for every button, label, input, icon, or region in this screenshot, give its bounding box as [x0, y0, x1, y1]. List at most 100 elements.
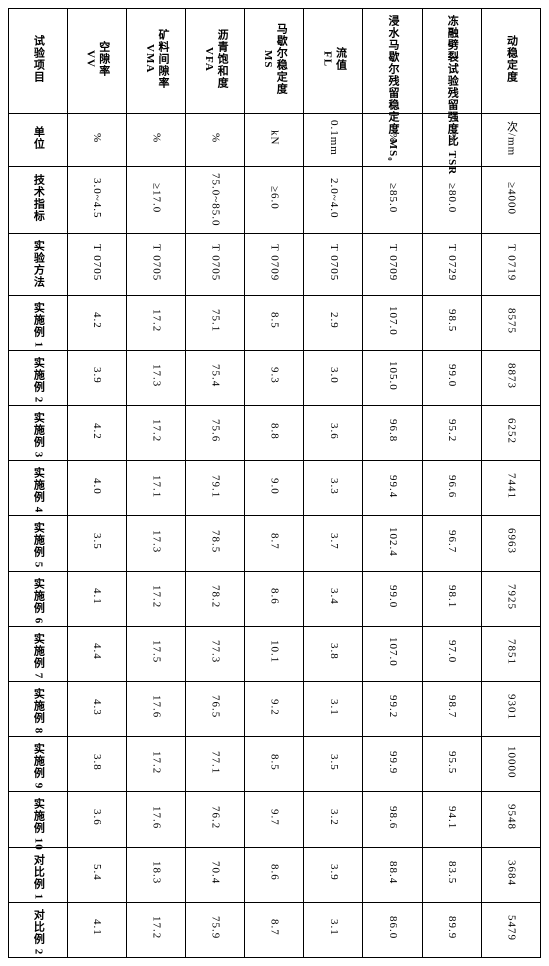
- data-cell: 3.0: [304, 350, 363, 405]
- data-cell: 94.1: [422, 792, 481, 847]
- row-label: 实施例 6: [9, 571, 68, 626]
- data-cell: 3.1: [304, 681, 363, 736]
- col-title-8: 动稳定度: [481, 9, 540, 114]
- data-cell: 99.0: [363, 571, 422, 626]
- data-cell: 3.7: [304, 516, 363, 571]
- data-cell: 2.9: [304, 295, 363, 350]
- unit-cell: 0.1mm: [304, 114, 363, 167]
- data-cell: 86.0: [363, 902, 422, 957]
- data-cell: 6252: [481, 406, 540, 461]
- col-title-7: 冻融劈裂试验残留强度比 TSR: [422, 9, 481, 114]
- data-cell: 70.4: [185, 847, 244, 902]
- data-cell: 3.5: [304, 737, 363, 792]
- data-cell: 99.2: [363, 681, 422, 736]
- col-sub-text: VFA: [203, 47, 215, 72]
- row-header-unit: 单位: [9, 114, 68, 167]
- data-row: 实施例 14.217.275.18.52.9107.098.58575: [9, 295, 541, 350]
- row-header-method: 实验方法: [9, 234, 68, 295]
- col-title-3: 沥青饱和度VFA: [185, 9, 244, 114]
- data-cell: 88.4: [363, 847, 422, 902]
- data-cell: 4.2: [67, 406, 126, 461]
- data-cell: 95.5: [422, 737, 481, 792]
- data-cell: 98.1: [422, 571, 481, 626]
- data-cell: 9548: [481, 792, 540, 847]
- row-label: 实施例 5: [9, 516, 68, 571]
- row-header-spec: 技术指标: [9, 167, 68, 234]
- data-cell: 9.0: [245, 461, 304, 516]
- row-label: 实施例 1: [9, 295, 68, 350]
- data-cell: 17.2: [126, 902, 185, 957]
- col-sub-text: FL: [321, 51, 333, 67]
- data-cell: 8.5: [245, 737, 304, 792]
- data-cell: 76.5: [185, 681, 244, 736]
- data-cell: 8.8: [245, 406, 304, 461]
- data-cell: 17.2: [126, 406, 185, 461]
- data-row: 实施例 23.917.375.49.33.0105.099.08873: [9, 350, 541, 405]
- data-cell: 78.5: [185, 516, 244, 571]
- data-cell: 99.9: [363, 737, 422, 792]
- data-cell: 89.9: [422, 902, 481, 957]
- data-cell: 6963: [481, 516, 540, 571]
- data-cell: 9301: [481, 681, 540, 736]
- data-cell: 3.9: [67, 350, 126, 405]
- data-row: 实施例 103.617.676.29.73.298.694.19548: [9, 792, 541, 847]
- method-cell: T 0709: [363, 234, 422, 295]
- data-cell: 4.1: [67, 571, 126, 626]
- data-cell: 97.0: [422, 626, 481, 681]
- col-title-text: 动稳定度: [505, 35, 517, 83]
- unit-cell: %: [185, 114, 244, 167]
- data-cell: 10000: [481, 737, 540, 792]
- row-label: 对比例 1: [9, 847, 68, 902]
- data-cell: 3684: [481, 847, 540, 902]
- data-cell: 3.2: [304, 792, 363, 847]
- col-title-text: 沥青饱和度: [216, 29, 228, 89]
- col-title-text: 马歇尔稳定度: [275, 23, 287, 95]
- data-cell: 8.5: [245, 295, 304, 350]
- data-cell: 3.5: [67, 516, 126, 571]
- data-cell: 7441: [481, 461, 540, 516]
- data-cell: 8.6: [245, 571, 304, 626]
- data-cell: 75.4: [185, 350, 244, 405]
- data-cell: 79.1: [185, 461, 244, 516]
- data-cell: 99.4: [363, 461, 422, 516]
- row-label: 实施例 10: [9, 792, 68, 847]
- col-sub-text: VMA: [144, 44, 156, 73]
- col-title-5: 流值FL: [304, 9, 363, 114]
- data-row: 实施例 44.017.179.19.03.399.496.67441: [9, 461, 541, 516]
- method-cell: T 0705: [185, 234, 244, 295]
- data-cell: 7925: [481, 571, 540, 626]
- method-cell: T 0705: [304, 234, 363, 295]
- data-cell: 8.7: [245, 902, 304, 957]
- data-cell: 5.4: [67, 847, 126, 902]
- spec-cell: ≥17.0: [126, 167, 185, 234]
- data-cell: 107.0: [363, 295, 422, 350]
- data-cell: 4.2: [67, 295, 126, 350]
- data-cell: 3.3: [304, 461, 363, 516]
- row-label: 对比例 2: [9, 902, 68, 957]
- data-row: 对比例 15.418.370.48.63.988.483.53684: [9, 847, 541, 902]
- unit-cell: 次/mm: [481, 114, 540, 167]
- data-cell: 17.2: [126, 295, 185, 350]
- spec-cell: 75.0~85.0: [185, 167, 244, 234]
- row-label: 实施例 3: [9, 406, 68, 461]
- col-title-2: 矿料间隙率VMA: [126, 9, 185, 114]
- row-spec: 技术指标3.0~4.5≥17.075.0~85.0≥6.02.0~4.0≥85.…: [9, 167, 541, 234]
- data-cell: 96.7: [422, 516, 481, 571]
- row-label: 实施例 8: [9, 681, 68, 736]
- spec-cell: ≥4000: [481, 167, 540, 234]
- data-cell: 98.7: [422, 681, 481, 736]
- col-title-4: 马歇尔稳定度MS: [245, 9, 304, 114]
- data-cell: 83.5: [422, 847, 481, 902]
- data-row: 实施例 34.217.275.68.83.696.895.26252: [9, 406, 541, 461]
- col-title-6: 浸水马歇尔残留稳定度 MS₀: [363, 9, 422, 114]
- data-cell: 3.6: [304, 406, 363, 461]
- data-row: 实施例 64.117.278.28.63.499.098.17925: [9, 571, 541, 626]
- data-cell: 102.4: [363, 516, 422, 571]
- row-method: 实验方法T 0705T 0705T 0705T 0709T 0705T 0709…: [9, 234, 541, 295]
- col-title-text: 矿料间隙率: [157, 29, 169, 89]
- data-cell: 18.3: [126, 847, 185, 902]
- method-cell: T 0729: [422, 234, 481, 295]
- data-cell: 17.6: [126, 792, 185, 847]
- data-cell: 9.2: [245, 681, 304, 736]
- data-cell: 4.3: [67, 681, 126, 736]
